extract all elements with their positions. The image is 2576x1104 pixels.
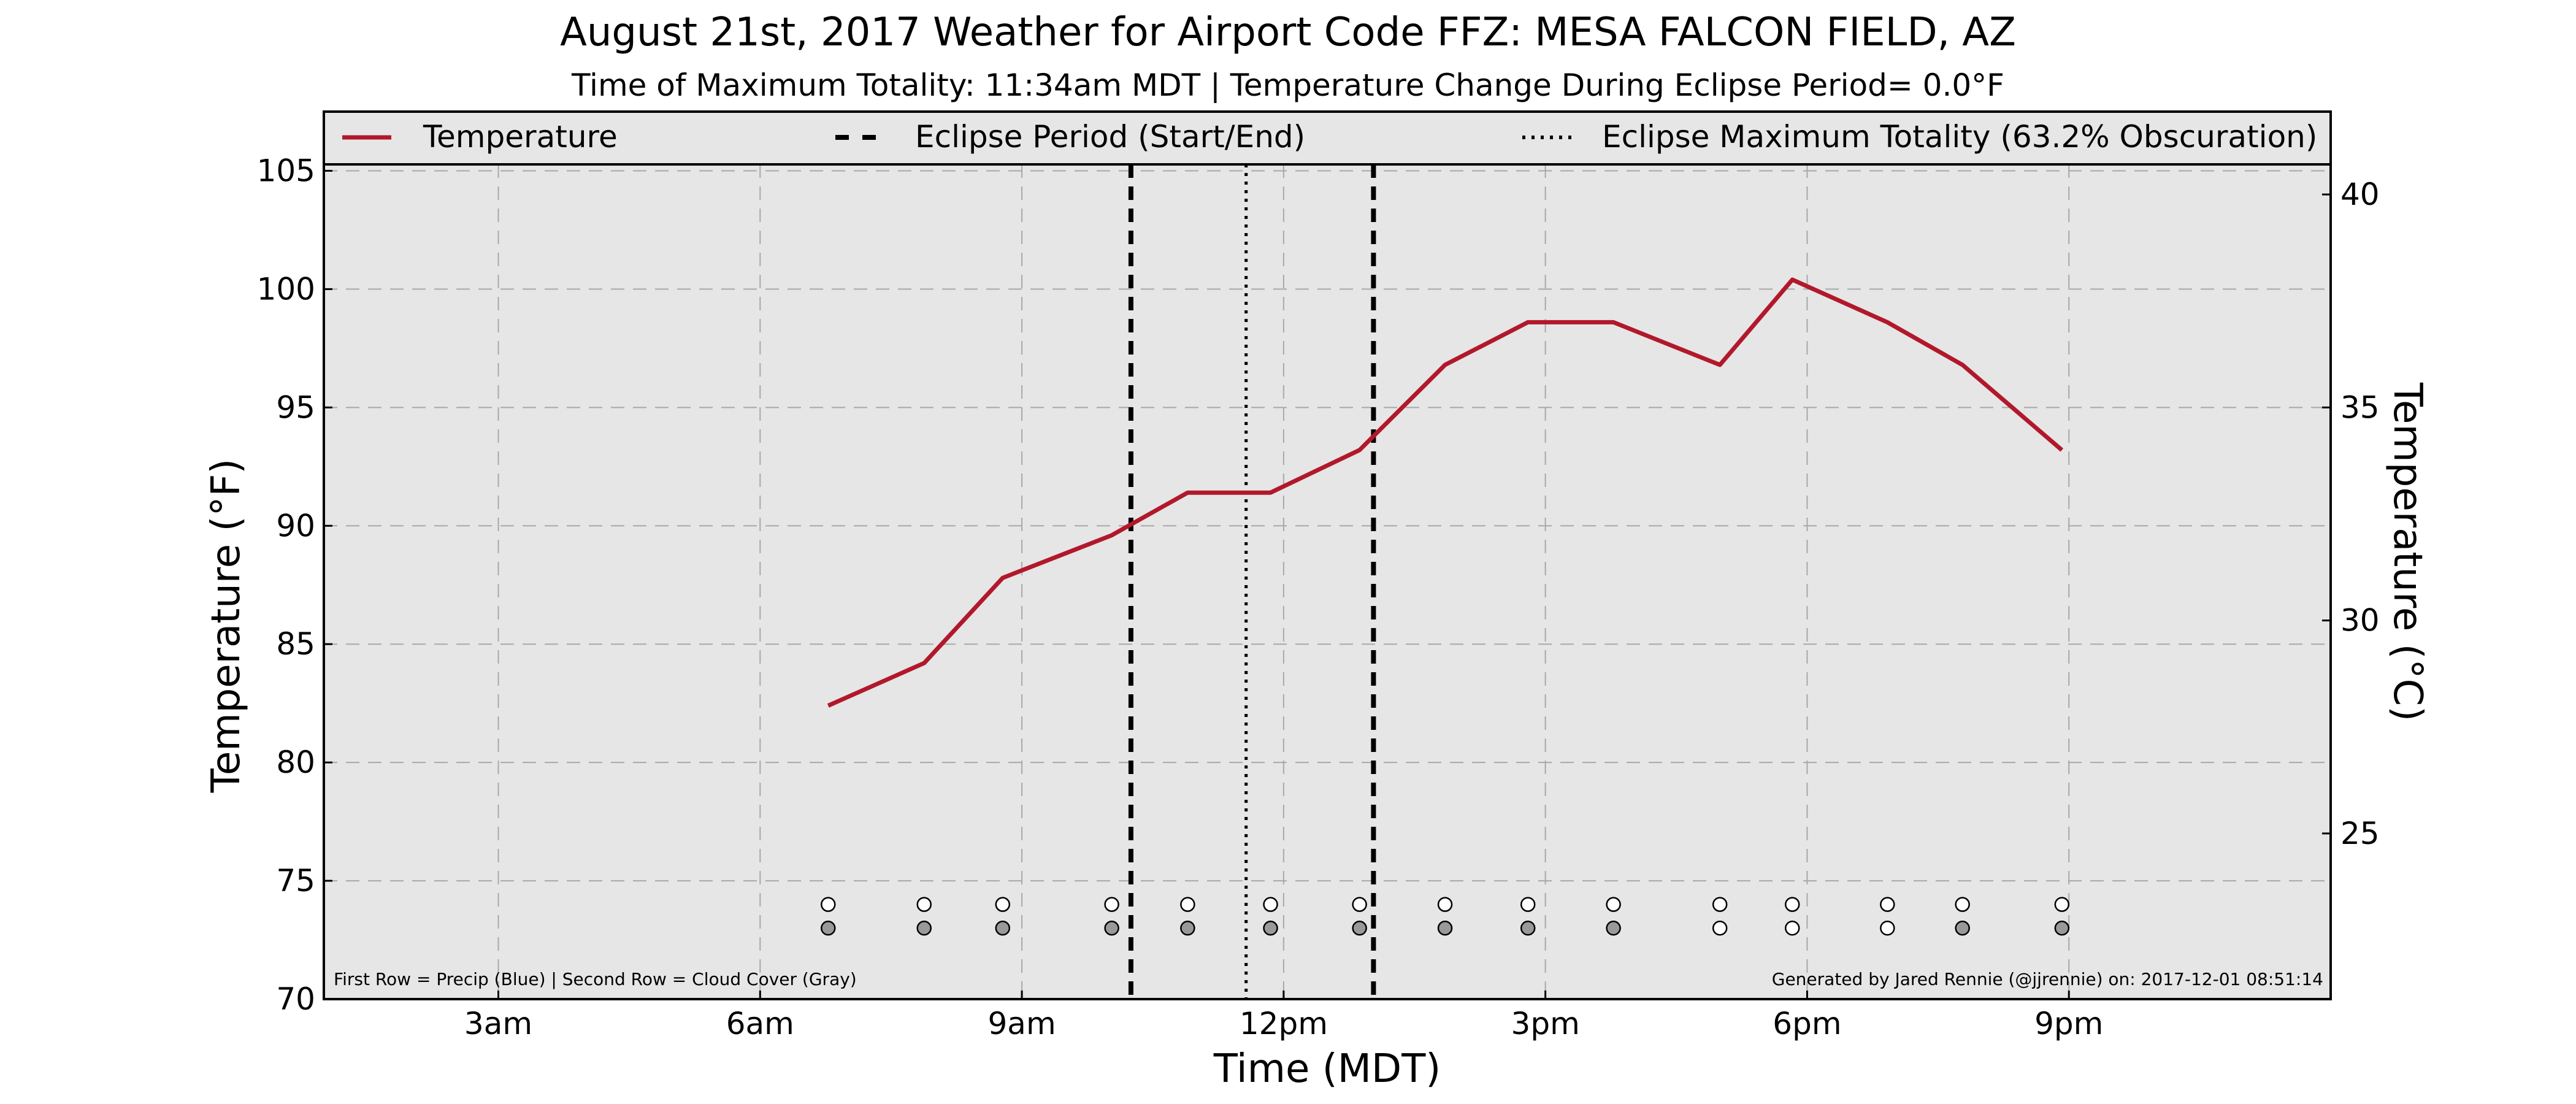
y-tick-label: 90 <box>276 508 315 543</box>
legend-eclipse-max-label: Eclipse Maximum Totality (63.2% Obscurat… <box>1602 119 2317 155</box>
precip-marker <box>1263 897 1278 912</box>
precip-marker <box>821 897 836 912</box>
x-tick-label: 12pm <box>1240 1006 1328 1041</box>
x-axis: 3am 6am 9am 12pm 3pm 6pm 9pm <box>464 991 2103 1041</box>
x-tick-label: 9am <box>988 1006 1056 1041</box>
precip-marker <box>1785 897 1800 912</box>
y-tick-label: 100 <box>257 271 315 307</box>
footnote-right: Generated by Jared Rennie (@jjrennie) on… <box>1772 969 2323 989</box>
cloud-cover-marker <box>2054 920 2070 936</box>
temperature-series <box>827 277 2064 708</box>
cloud-cover-marker <box>1712 920 1728 936</box>
plot-area <box>324 112 2331 999</box>
cloud-cover-marker <box>1437 920 1453 936</box>
y-axis-left: 70 75 80 85 90 95 100 105 <box>257 153 332 1017</box>
weather-markers <box>821 897 2070 936</box>
precip-marker <box>916 897 932 912</box>
y-tick-label: 80 <box>276 745 315 780</box>
cloud-cover-marker <box>1880 920 1895 936</box>
cloud-cover-marker <box>1955 920 1970 936</box>
precip-marker <box>1955 897 1970 912</box>
precip-marker <box>1180 897 1195 912</box>
legend-eclipse-period-label: Eclipse Period (Start/End) <box>915 119 1305 155</box>
x-tick-label: 9pm <box>2034 1006 2103 1041</box>
cloud-cover-marker <box>995 920 1011 936</box>
y-right-tick-label: 25 <box>2340 816 2380 851</box>
x-tick-label: 6pm <box>1773 1006 1841 1041</box>
x-tick-label: 6am <box>726 1006 794 1041</box>
cloud-cover-marker <box>1520 920 1536 936</box>
y-right-tick-label: 35 <box>2340 389 2380 425</box>
y-axis-label-left: Temperature (°F) <box>204 459 249 794</box>
footnote-left: First Row = Precip (Blue) | Second Row =… <box>334 969 857 989</box>
y-tick-label: 85 <box>276 626 315 662</box>
y-tick-label: 95 <box>276 389 315 425</box>
x-axis-label: Time (MDT) <box>1213 1046 1441 1092</box>
precip-marker <box>2054 897 2070 912</box>
y-tick-label: 75 <box>276 863 315 899</box>
precip-marker <box>1606 897 1621 912</box>
precip-marker <box>1352 897 1367 912</box>
cloud-cover-marker <box>916 920 932 936</box>
cloud-cover-marker <box>1785 920 1800 936</box>
eclipse-lines <box>1128 164 1376 999</box>
y-tick-label: 105 <box>257 153 315 188</box>
precip-marker <box>1104 897 1119 912</box>
y-axis-label-right: Temperature (°C) <box>2385 382 2430 721</box>
cloud-cover-marker <box>1352 920 1367 936</box>
x-tick-label: 3am <box>464 1006 532 1041</box>
y-right-tick-label: 30 <box>2340 603 2380 638</box>
plot-frame <box>323 110 2332 1000</box>
legend: Temperature Eclipse Period (Start/End) E… <box>324 119 2331 166</box>
chart-subtitle: Time of Maximum Totality: 11:34am MDT | … <box>571 67 2004 103</box>
y-right-tick-label: 40 <box>2340 177 2380 212</box>
y-axis-right: 25 30 35 40 <box>2322 177 2380 851</box>
precip-marker <box>1712 897 1728 912</box>
precip-marker <box>1437 897 1453 912</box>
cloud-cover-marker <box>1180 920 1195 936</box>
cloud-cover-marker <box>821 920 836 936</box>
precip-marker <box>1880 897 1895 912</box>
temperature-line <box>827 277 2064 708</box>
cloud-cover-marker <box>1104 920 1119 936</box>
grid <box>324 164 2331 999</box>
precip-marker <box>1520 897 1536 912</box>
y-tick-label: 70 <box>276 981 315 1017</box>
x-tick-label: 3pm <box>1511 1006 1580 1041</box>
cloud-cover-marker <box>1263 920 1278 936</box>
precip-marker <box>995 897 1011 912</box>
cloud-cover-marker <box>1606 920 1621 936</box>
legend-temperature-label: Temperature <box>423 119 618 155</box>
chart-title: August 21st, 2017 Weather for Airport Co… <box>560 10 2016 55</box>
